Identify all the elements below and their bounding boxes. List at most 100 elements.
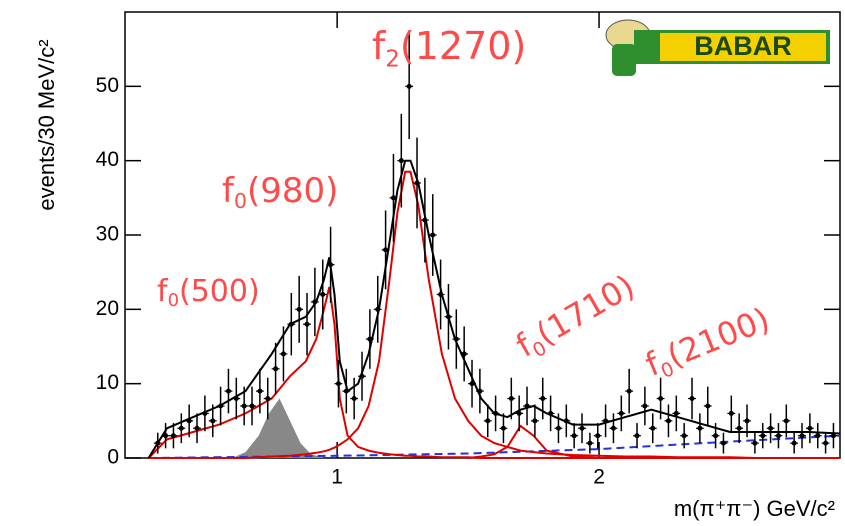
- data-point: [783, 418, 789, 424]
- annotation-suffix: (1270): [400, 24, 526, 68]
- data-point: [555, 425, 561, 431]
- data-point: [438, 291, 444, 297]
- data-point: [705, 403, 711, 409]
- data-point: [563, 418, 569, 424]
- data-point: [461, 351, 467, 357]
- annotation: f2(1270): [372, 24, 526, 72]
- data-point: [210, 418, 216, 424]
- annotation: f0(2100): [640, 300, 776, 387]
- data-point: [390, 195, 396, 201]
- data-point: [524, 403, 530, 409]
- data-point: [328, 262, 334, 268]
- data-point: [665, 418, 671, 424]
- logo-box: [660, 33, 826, 61]
- data-point: [155, 440, 161, 446]
- annotation-suffix: (1710): [530, 267, 641, 353]
- data-point: [273, 366, 279, 372]
- data-point: [343, 388, 349, 394]
- annotation-suffix: (2100): [662, 300, 775, 375]
- data-point: [548, 410, 554, 416]
- data-point: [610, 425, 616, 431]
- component-area: [232, 398, 324, 458]
- data-point: [335, 381, 341, 387]
- data-point: [744, 418, 750, 424]
- data-point: [650, 425, 656, 431]
- data-point: [225, 388, 231, 394]
- x-tick-label: 2: [593, 466, 605, 489]
- data-point: [422, 217, 428, 223]
- annotation-sub: 0: [234, 189, 247, 213]
- data-point: [791, 440, 797, 446]
- data-point: [320, 291, 326, 297]
- data-point: [516, 410, 522, 416]
- data-point: [296, 306, 302, 312]
- data-point: [265, 396, 271, 402]
- data-point: [469, 381, 475, 387]
- data-point: [626, 388, 632, 394]
- data-point: [720, 440, 726, 446]
- annotation: f0(980): [222, 171, 338, 214]
- annotation-sub: 2: [385, 46, 400, 72]
- annotation: f0(500): [157, 274, 260, 312]
- data-point: [414, 180, 420, 186]
- data-point: [736, 425, 742, 431]
- y-tick-label: 0: [107, 446, 119, 469]
- data-point: [233, 396, 239, 402]
- data-point: [508, 396, 514, 402]
- data-point: [170, 433, 176, 439]
- data-point: [752, 440, 758, 446]
- data-point: [689, 396, 695, 402]
- annotation-base: f: [222, 171, 235, 211]
- y-tick-label: 10: [96, 371, 119, 394]
- data-point: [304, 321, 310, 327]
- data-point: [673, 410, 679, 416]
- fit-curve: [148, 170, 840, 459]
- y-tick-label: 40: [96, 148, 119, 171]
- data-point: [430, 232, 436, 238]
- data-point: [367, 336, 373, 342]
- data-point: [445, 314, 451, 320]
- data-point: [595, 433, 601, 439]
- data-point: [540, 396, 546, 402]
- data-point: [202, 410, 208, 416]
- data-point: [406, 83, 412, 89]
- data-point: [807, 425, 813, 431]
- logo-text: BABAR: [694, 31, 792, 61]
- data-point: [312, 299, 318, 305]
- data-point: [760, 433, 766, 439]
- data-point: [186, 418, 192, 424]
- data-point: [398, 158, 404, 164]
- annotation-suffix: (980): [247, 171, 338, 211]
- data-point: [257, 388, 263, 394]
- x-tick-label: 1: [331, 466, 343, 489]
- y-tick-label: 30: [96, 223, 119, 246]
- data-point: [815, 433, 821, 439]
- data-point: [658, 396, 664, 402]
- data-point: [799, 433, 805, 439]
- annotation-suffix: (500): [179, 274, 260, 309]
- annotation: f0(1710): [510, 267, 643, 368]
- data-point: [163, 433, 169, 439]
- data-point: [681, 433, 687, 439]
- data-point: [178, 425, 184, 431]
- y-axis-label: events/30 MeV/c²: [34, 39, 59, 210]
- babar-logo: BABAR: [600, 16, 832, 78]
- fit-curve: [467, 424, 600, 459]
- data-point: [351, 396, 357, 402]
- annotation-base: f: [157, 274, 169, 309]
- fit-curve: [148, 434, 841, 459]
- data-point: [713, 433, 719, 439]
- data-point: [477, 388, 483, 394]
- data-point: [634, 433, 640, 439]
- data-point: [618, 410, 624, 416]
- data-point: [830, 433, 836, 439]
- annotation-sub: 0: [168, 290, 179, 311]
- data-point: [453, 336, 459, 342]
- y-tick-label: 20: [96, 297, 119, 320]
- data-point: [249, 403, 255, 409]
- logo-elephant-body: [612, 44, 636, 76]
- x-axis-label: m(π⁺π⁻) GeV/c²: [674, 496, 835, 521]
- data-point: [587, 440, 593, 446]
- data-point: [728, 410, 734, 416]
